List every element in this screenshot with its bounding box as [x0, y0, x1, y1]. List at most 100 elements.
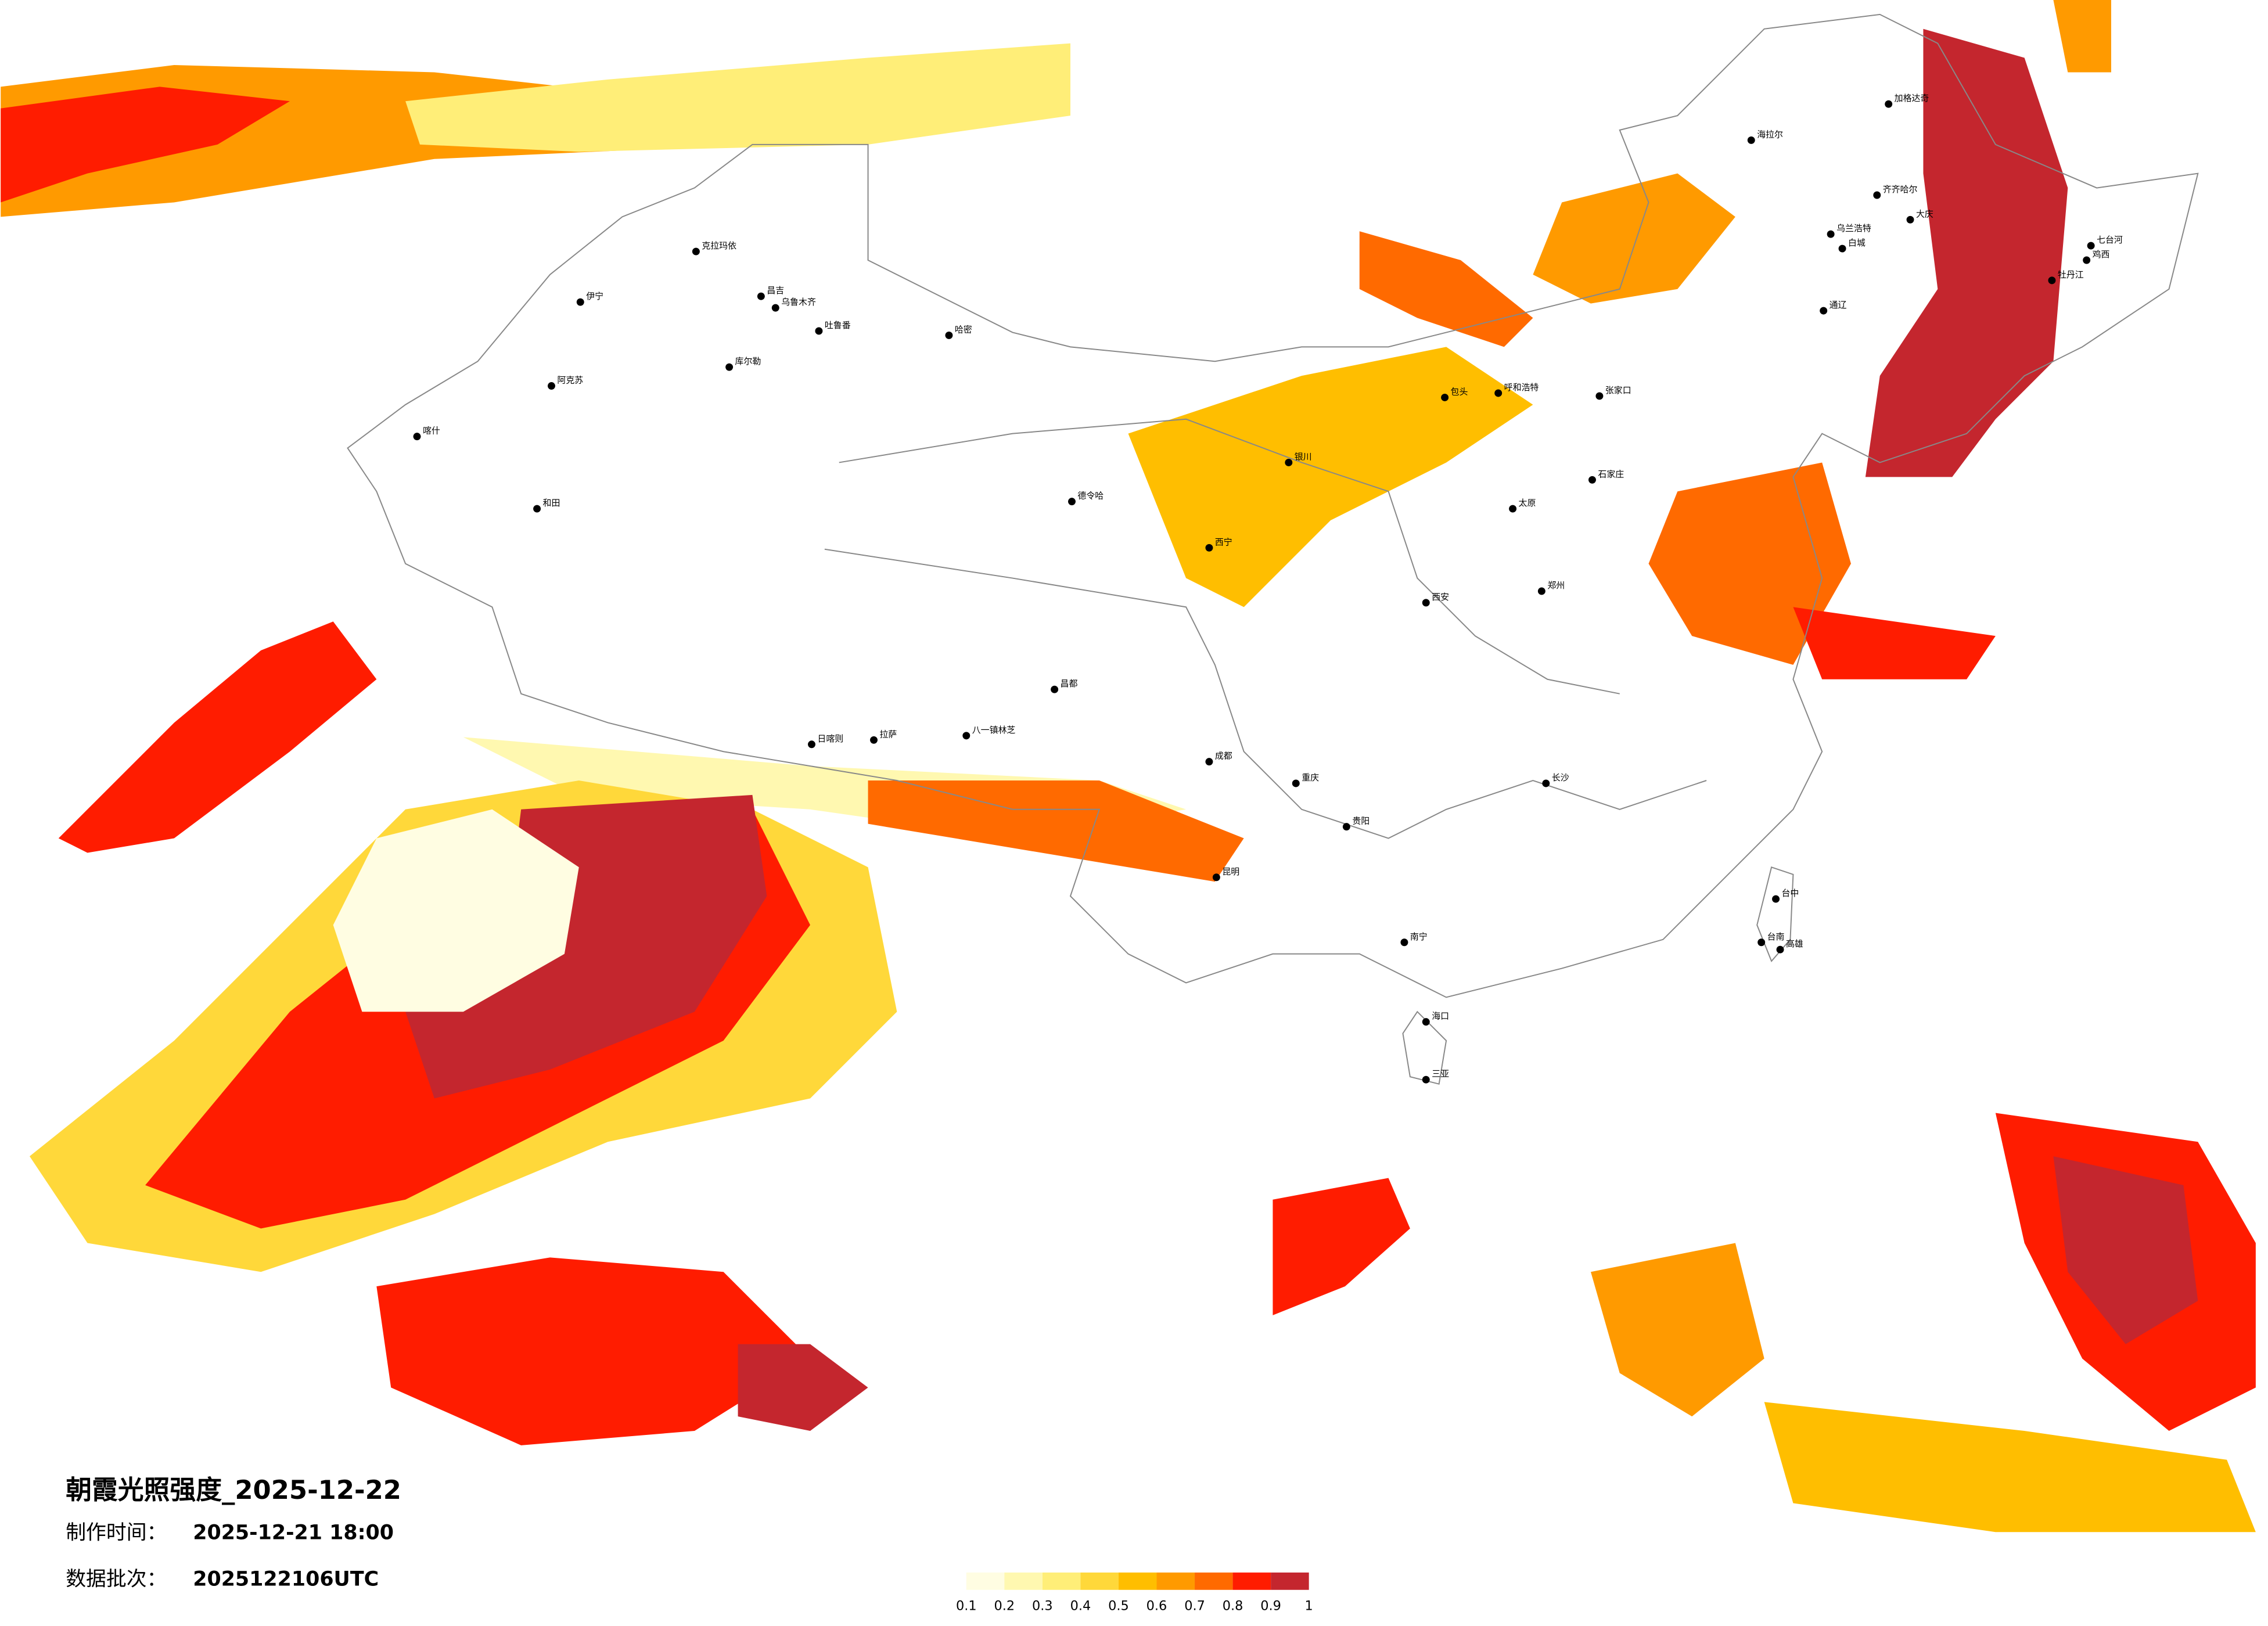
city-dot — [1537, 587, 1545, 595]
city-dot — [1820, 307, 1828, 315]
city-label: 南宁 — [1410, 931, 1428, 942]
legend-tick-label: 0.1 — [956, 1599, 977, 1614]
city-label: 呼和浩特 — [1504, 382, 1539, 393]
city-label: 昌吉 — [767, 285, 784, 296]
heat-patch — [405, 43, 1070, 152]
city-label: 白城 — [1848, 238, 1866, 248]
city-label: 通辽 — [1830, 300, 1847, 310]
city-dot — [1205, 758, 1213, 766]
city-label: 齐齐哈尔 — [1883, 184, 1918, 195]
legend-tick-label: 0.5 — [1108, 1599, 1129, 1614]
city-label: 贵阳 — [1352, 816, 1370, 826]
heat-patch — [1533, 173, 1735, 304]
city-dot — [1595, 392, 1604, 400]
city-dot — [1885, 100, 1893, 108]
city-dot — [2083, 256, 2091, 264]
city-dot — [725, 363, 734, 371]
city-dot — [815, 327, 823, 335]
legend-swatch — [1195, 1572, 1233, 1590]
legend-swatch — [1080, 1572, 1119, 1590]
city-dot — [1292, 779, 1300, 787]
city-label: 乌兰浩特 — [1836, 223, 1871, 233]
city-label: 高雄 — [1786, 938, 1803, 949]
city-dot — [1588, 476, 1596, 484]
city-label: 七台河 — [2097, 235, 2123, 245]
legend-swatch — [1042, 1572, 1081, 1590]
city-dot — [808, 740, 815, 749]
city-label: 包头 — [1451, 386, 1468, 397]
city-dot — [1285, 458, 1293, 466]
city-dot — [1542, 779, 1550, 787]
city-label: 长沙 — [1552, 772, 1569, 783]
legend-tick-label: 0.3 — [1032, 1599, 1053, 1614]
heat-patch — [1764, 1402, 2256, 1533]
title: 朝霞光照强度_2025-12-22 — [66, 1474, 401, 1505]
city-dot — [1422, 1075, 1430, 1084]
city-label: 八一镇林芝 — [972, 725, 1016, 735]
city-label: 阿克苏 — [557, 375, 583, 386]
city-dot — [945, 331, 953, 339]
legend-swatch — [1156, 1572, 1195, 1590]
city-label: 成都 — [1215, 751, 1232, 761]
city-dot — [548, 382, 555, 390]
city-dot — [1873, 191, 1881, 199]
city-label: 西安 — [1432, 592, 1449, 602]
city-dot — [771, 304, 779, 312]
heat-patch — [405, 794, 767, 1099]
heat-patch — [1793, 607, 1996, 679]
heat-patch — [738, 1344, 868, 1431]
heat-patch — [1, 87, 290, 203]
made-label: 制作时间： — [66, 1521, 167, 1545]
city-label: 吐鲁番 — [825, 320, 851, 330]
city-dot — [1422, 599, 1430, 607]
city-label: 喀什 — [423, 426, 440, 436]
heat-patch — [1359, 231, 1533, 347]
city-label: 哈密 — [955, 324, 972, 334]
city-label: 大庆 — [1916, 208, 1933, 219]
city-dot — [1205, 544, 1213, 552]
made-value: 2025-12-21 18:00 — [193, 1521, 394, 1545]
legend: 0.1 0.2 0.3 0.4 0.5 0.6 0.7 0.8 0.9 1 — [956, 1572, 1313, 1614]
city-dot — [1757, 938, 1766, 947]
legend-tick-label: 0.4 — [1070, 1599, 1091, 1614]
city-dot — [1441, 393, 1449, 401]
heat-patch — [58, 621, 377, 853]
legend-swatch — [1232, 1572, 1271, 1590]
city-dot — [576, 298, 584, 306]
city-label: 昌都 — [1061, 678, 1078, 689]
city-label: 拉萨 — [879, 729, 897, 739]
legend-tick-label: 0.7 — [1184, 1599, 1205, 1614]
heat-field — [1, 0, 2256, 1533]
city-dot — [533, 505, 541, 513]
city-dot — [1827, 230, 1835, 238]
heat-patch — [2053, 1156, 2198, 1344]
city-dot — [1906, 215, 1914, 224]
city-dot — [1422, 1018, 1430, 1026]
city-label: 加格达奇 — [1895, 93, 1929, 103]
legend-swatch — [1118, 1572, 1157, 1590]
heat-patch — [1128, 347, 1533, 607]
city-label: 和田 — [543, 498, 560, 508]
legend-swatch — [1004, 1572, 1043, 1590]
city-dot — [757, 292, 765, 300]
heat-patch — [1273, 1178, 1410, 1315]
city-label: 牡丹江 — [2058, 269, 2084, 280]
city-dot — [1838, 244, 1846, 253]
heat-patch — [868, 780, 1244, 882]
city-label: 库尔勒 — [735, 356, 761, 366]
city-label: 太原 — [1519, 498, 1536, 508]
heat-patch — [333, 809, 579, 1012]
city-dot — [870, 736, 878, 744]
city-label: 海拉尔 — [1757, 129, 1783, 139]
city-label: 石家庄 — [1598, 469, 1624, 479]
city-dot — [1212, 873, 1220, 882]
city-label: 伊宁 — [586, 291, 603, 301]
legend-swatch — [1271, 1572, 1309, 1590]
city-label: 日喀则 — [817, 733, 843, 744]
city-label: 海口 — [1432, 1011, 1449, 1021]
heat-patch — [2053, 0, 2111, 73]
city-dot — [1509, 505, 1517, 513]
